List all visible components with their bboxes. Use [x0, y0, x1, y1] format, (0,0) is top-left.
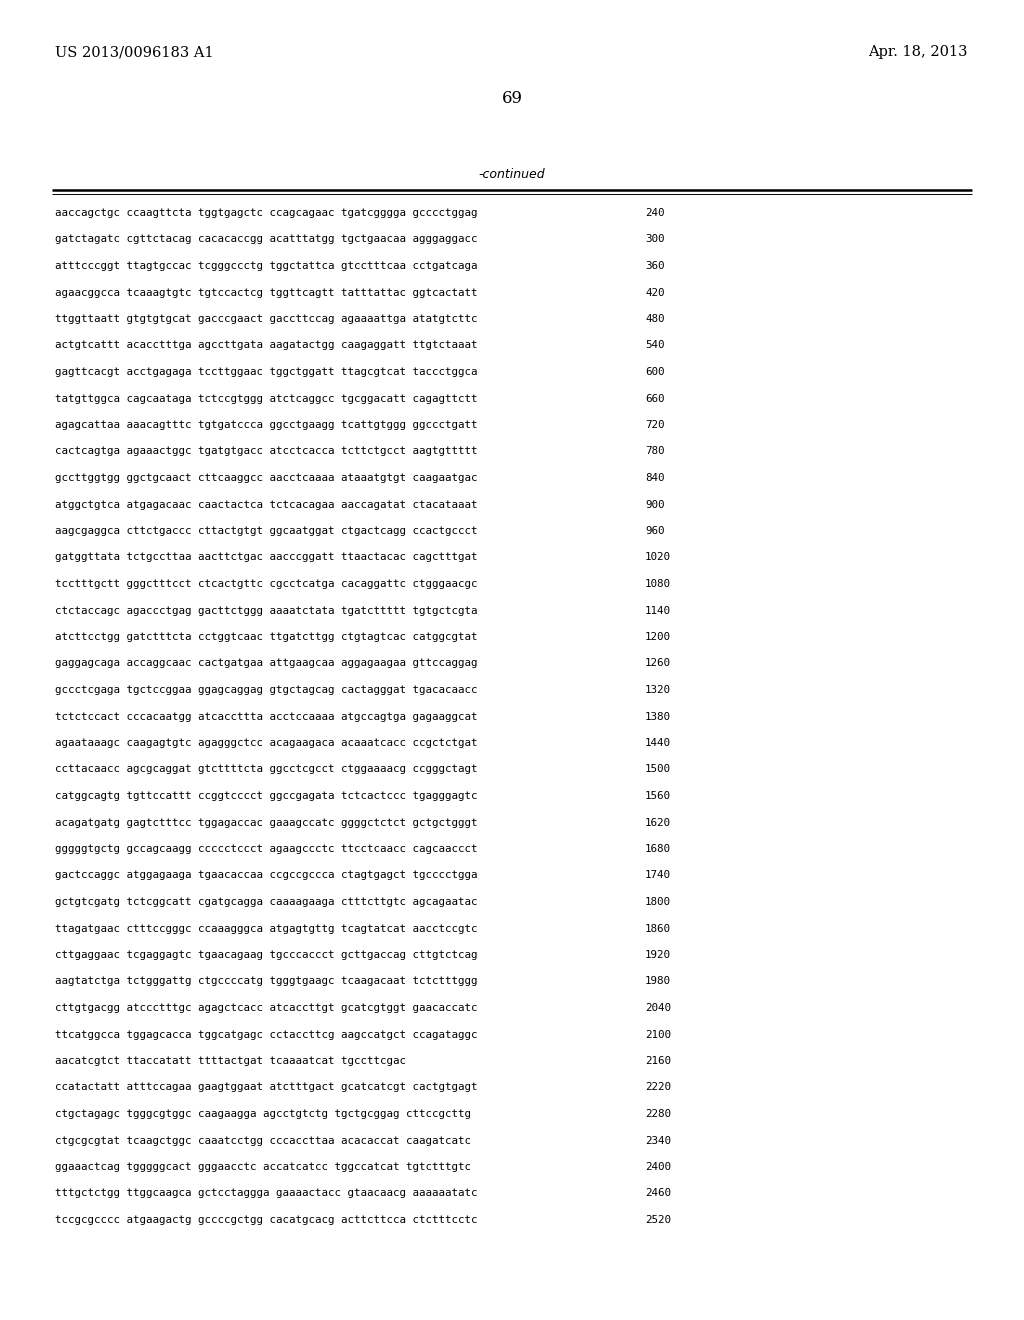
Text: 1080: 1080 — [645, 579, 671, 589]
Text: 2400: 2400 — [645, 1162, 671, 1172]
Text: 2460: 2460 — [645, 1188, 671, 1199]
Text: aagcgaggca cttctgaccc cttactgtgt ggcaatggat ctgactcagg ccactgccct: aagcgaggca cttctgaccc cttactgtgt ggcaatg… — [55, 525, 477, 536]
Text: gccctcgaga tgctccggaa ggagcaggag gtgctagcag cactagggat tgacacaacc: gccctcgaga tgctccggaa ggagcaggag gtgctag… — [55, 685, 477, 696]
Text: 2340: 2340 — [645, 1135, 671, 1146]
Text: ccttacaacc agcgcaggat gtcttttcta ggcctcgcct ctggaaaacg ccgggctagt: ccttacaacc agcgcaggat gtcttttcta ggcctcg… — [55, 764, 477, 775]
Text: 1260: 1260 — [645, 659, 671, 668]
Text: US 2013/0096183 A1: US 2013/0096183 A1 — [55, 45, 214, 59]
Text: atggctgtca atgagacaac caactactca tctcacagaa aaccagatat ctacataaat: atggctgtca atgagacaac caactactca tctcaca… — [55, 499, 477, 510]
Text: 1740: 1740 — [645, 870, 671, 880]
Text: cactcagtga agaaactggc tgatgtgacc atcctcacca tcttctgcct aagtgttttt: cactcagtga agaaactggc tgatgtgacc atcctca… — [55, 446, 477, 457]
Text: 1620: 1620 — [645, 817, 671, 828]
Text: acagatgatg gagtctttcc tggagaccac gaaagccatc ggggctctct gctgctgggt: acagatgatg gagtctttcc tggagaccac gaaagcc… — [55, 817, 477, 828]
Text: ctgcgcgtat tcaagctggc caaatcctgg cccaccttaa acacaccat caagatcatc: ctgcgcgtat tcaagctggc caaatcctgg cccacct… — [55, 1135, 471, 1146]
Text: gggggtgctg gccagcaagg ccccctccct agaagccctc ttcctcaacc cagcaaccct: gggggtgctg gccagcaagg ccccctccct agaagcc… — [55, 843, 477, 854]
Text: 480: 480 — [645, 314, 665, 323]
Text: 420: 420 — [645, 288, 665, 297]
Text: 1500: 1500 — [645, 764, 671, 775]
Text: 900: 900 — [645, 499, 665, 510]
Text: 300: 300 — [645, 235, 665, 244]
Text: 1800: 1800 — [645, 898, 671, 907]
Text: 2220: 2220 — [645, 1082, 671, 1093]
Text: tcctttgctt gggctttcct ctcactgttc cgcctcatga cacaggattc ctgggaacgc: tcctttgctt gggctttcct ctcactgttc cgcctca… — [55, 579, 477, 589]
Text: ttggttaatt gtgtgtgcat gacccgaact gaccttccag agaaaattga atatgtcttc: ttggttaatt gtgtgtgcat gacccgaact gaccttc… — [55, 314, 477, 323]
Text: ggaaactcag tgggggcact gggaacctc accatcatcc tggccatcat tgtctttgtc: ggaaactcag tgggggcact gggaacctc accatcat… — [55, 1162, 471, 1172]
Text: tatgttggca cagcaataga tctccgtggg atctcaggcc tgcggacatt cagagttctt: tatgttggca cagcaataga tctccgtggg atctcag… — [55, 393, 477, 404]
Text: gccttggtgg ggctgcaact cttcaaggcc aacctcaaaa ataaatgtgt caagaatgac: gccttggtgg ggctgcaact cttcaaggcc aacctca… — [55, 473, 477, 483]
Text: gactccaggc atggagaaga tgaacaccaa ccgccgccca ctagtgagct tgcccctgga: gactccaggc atggagaaga tgaacaccaa ccgccgc… — [55, 870, 477, 880]
Text: actgtcattt acacctttga agccttgata aagatactgg caagaggatt ttgtctaaat: actgtcattt acacctttga agccttgata aagatac… — [55, 341, 477, 351]
Text: tttgctctgg ttggcaagca gctcctaggga gaaaactacc gtaacaacg aaaaaatatc: tttgctctgg ttggcaagca gctcctaggga gaaaac… — [55, 1188, 477, 1199]
Text: 1440: 1440 — [645, 738, 671, 748]
Text: 1560: 1560 — [645, 791, 671, 801]
Text: 2160: 2160 — [645, 1056, 671, 1067]
Text: agagcattaa aaacagtttc tgtgatccca ggcctgaagg tcattgtggg ggccctgatt: agagcattaa aaacagtttc tgtgatccca ggcctga… — [55, 420, 477, 430]
Text: 69: 69 — [502, 90, 522, 107]
Text: 2280: 2280 — [645, 1109, 671, 1119]
Text: 360: 360 — [645, 261, 665, 271]
Text: ctctaccagc agaccctgag gacttctggg aaaatctata tgatcttttt tgtgctcgta: ctctaccagc agaccctgag gacttctggg aaaatct… — [55, 606, 477, 615]
Text: 1380: 1380 — [645, 711, 671, 722]
Text: agaacggcca tcaaagtgtc tgtccactcg tggttcagtt tatttattac ggtcactatt: agaacggcca tcaaagtgtc tgtccactcg tggttca… — [55, 288, 477, 297]
Text: 660: 660 — [645, 393, 665, 404]
Text: cttgaggaac tcgaggagtc tgaacagaag tgcccaccct gcttgaccag cttgtctcag: cttgaggaac tcgaggagtc tgaacagaag tgcccac… — [55, 950, 477, 960]
Text: 720: 720 — [645, 420, 665, 430]
Text: 1020: 1020 — [645, 553, 671, 562]
Text: 2040: 2040 — [645, 1003, 671, 1012]
Text: gctgtcgatg tctcggcatt cgatgcagga caaaagaaga ctttcttgtc agcagaatac: gctgtcgatg tctcggcatt cgatgcagga caaaaga… — [55, 898, 477, 907]
Text: atttcccggt ttagtgccac tcgggccctg tggctattca gtcctttcaa cctgatcaga: atttcccggt ttagtgccac tcgggccctg tggctat… — [55, 261, 477, 271]
Text: catggcagtg tgttccattt ccggtcccct ggccgagata tctcactccc tgagggagtc: catggcagtg tgttccattt ccggtcccct ggccgag… — [55, 791, 477, 801]
Text: -continued: -continued — [478, 168, 546, 181]
Text: 1140: 1140 — [645, 606, 671, 615]
Text: cttgtgacgg atccctttgc agagctcacc atcaccttgt gcatcgtggt gaacaccatc: cttgtgacgg atccctttgc agagctcacc atcacct… — [55, 1003, 477, 1012]
Text: aacatcgtct ttaccatatt ttttactgat tcaaaatcat tgccttcgac: aacatcgtct ttaccatatt ttttactgat tcaaaat… — [55, 1056, 406, 1067]
Text: ttagatgaac ctttccgggc ccaaagggca atgagtgttg tcagtatcat aacctccgtc: ttagatgaac ctttccgggc ccaaagggca atgagtg… — [55, 924, 477, 933]
Text: gatggttata tctgccttaa aacttctgac aacccggatt ttaactacac cagctttgat: gatggttata tctgccttaa aacttctgac aacccgg… — [55, 553, 477, 562]
Text: 1980: 1980 — [645, 977, 671, 986]
Text: 600: 600 — [645, 367, 665, 378]
Text: 2520: 2520 — [645, 1214, 671, 1225]
Text: 1200: 1200 — [645, 632, 671, 642]
Text: 540: 540 — [645, 341, 665, 351]
Text: agaataaagc caagagtgtc agagggctcc acagaagaca acaaatcacc ccgctctgat: agaataaagc caagagtgtc agagggctcc acagaag… — [55, 738, 477, 748]
Text: 1920: 1920 — [645, 950, 671, 960]
Text: 840: 840 — [645, 473, 665, 483]
Text: 1320: 1320 — [645, 685, 671, 696]
Text: tctctccact cccacaatgg atcaccttta acctccaaaa atgccagtga gagaaggcat: tctctccact cccacaatgg atcaccttta acctcca… — [55, 711, 477, 722]
Text: 240: 240 — [645, 209, 665, 218]
Text: aagtatctga tctgggattg ctgccccatg tgggtgaagc tcaagacaat tctctttggg: aagtatctga tctgggattg ctgccccatg tgggtga… — [55, 977, 477, 986]
Text: Apr. 18, 2013: Apr. 18, 2013 — [868, 45, 968, 59]
Text: aaccagctgc ccaagttcta tggtgagctc ccagcagaac tgatcgggga gcccctggag: aaccagctgc ccaagttcta tggtgagctc ccagcag… — [55, 209, 477, 218]
Text: gaggagcaga accaggcaac cactgatgaa attgaagcaa aggagaagaa gttccaggag: gaggagcaga accaggcaac cactgatgaa attgaag… — [55, 659, 477, 668]
Text: ttcatggcca tggagcacca tggcatgagc cctaccttcg aagccatgct ccagataggc: ttcatggcca tggagcacca tggcatgagc cctacct… — [55, 1030, 477, 1040]
Text: 780: 780 — [645, 446, 665, 457]
Text: 1860: 1860 — [645, 924, 671, 933]
Text: ccatactatt atttccagaa gaagtggaat atctttgact gcatcatcgt cactgtgagt: ccatactatt atttccagaa gaagtggaat atctttg… — [55, 1082, 477, 1093]
Text: 2100: 2100 — [645, 1030, 671, 1040]
Text: 960: 960 — [645, 525, 665, 536]
Text: 1680: 1680 — [645, 843, 671, 854]
Text: gagttcacgt acctgagaga tccttggaac tggctggatt ttagcgtcat taccctggca: gagttcacgt acctgagaga tccttggaac tggctgg… — [55, 367, 477, 378]
Text: tccgcgcccc atgaagactg gccccgctgg cacatgcacg acttcttcca ctctttcctc: tccgcgcccc atgaagactg gccccgctgg cacatgc… — [55, 1214, 477, 1225]
Text: atcttcctgg gatctttcta cctggtcaac ttgatcttgg ctgtagtcac catggcgtat: atcttcctgg gatctttcta cctggtcaac ttgatct… — [55, 632, 477, 642]
Text: gatctagatc cgttctacag cacacaccgg acatttatgg tgctgaacaa agggaggacc: gatctagatc cgttctacag cacacaccgg acattta… — [55, 235, 477, 244]
Text: ctgctagagc tgggcgtggc caagaagga agcctgtctg tgctgcggag cttccgcttg: ctgctagagc tgggcgtggc caagaagga agcctgtc… — [55, 1109, 471, 1119]
